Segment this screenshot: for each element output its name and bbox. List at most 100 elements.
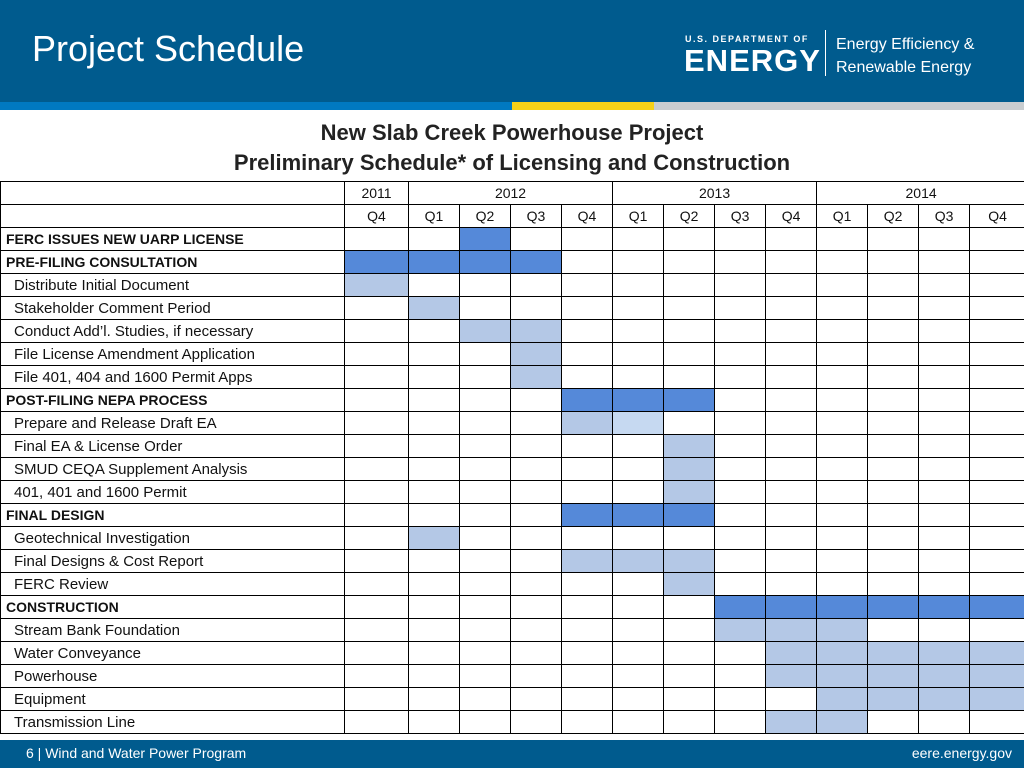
schedule-empty-cell: [765, 273, 818, 297]
schedule-empty-cell: [560, 526, 614, 550]
year-header-cell: 2014: [816, 181, 1024, 205]
schedule-bar-cell: [560, 411, 614, 435]
schedule-bar-cell: [612, 388, 665, 412]
quarter-header-cell: Q3: [918, 204, 971, 228]
schedule-empty-cell: [816, 434, 869, 458]
schedule-bar-cell: [663, 388, 716, 412]
accent-stripe-yellow: [512, 102, 654, 110]
schedule-empty-cell: [408, 687, 460, 711]
schedule-empty-cell: [408, 480, 460, 504]
schedule-empty-cell: [459, 434, 511, 458]
schedule-row: SMUD CEQA Supplement Analysis: [0, 457, 1024, 481]
schedule-bar-cell: [459, 227, 511, 251]
schedule-empty-cell: [663, 319, 716, 343]
schedule-bar-cell: [969, 664, 1024, 688]
schedule-empty-cell: [918, 618, 971, 642]
schedule-row: Conduct Add’l. Studies, if necessary: [0, 319, 1024, 343]
schedule-empty-cell: [663, 227, 716, 251]
schedule-empty-cell: [969, 480, 1024, 504]
schedule-empty-cell: [408, 595, 460, 619]
schedule-empty-cell: [459, 595, 511, 619]
task-label: Geotechnical Investigation: [0, 526, 345, 550]
schedule-empty-cell: [459, 710, 511, 734]
schedule-empty-cell: [344, 365, 409, 389]
schedule-bar-cell: [918, 687, 971, 711]
quarter-header-cell: Q4: [765, 204, 818, 228]
schedule-empty-cell: [459, 618, 511, 642]
schedule-empty-cell: [510, 480, 562, 504]
schedule-row: Distribute Initial Document: [0, 273, 1024, 297]
schedule-bar-cell: [510, 342, 562, 366]
schedule-empty-cell: [867, 503, 920, 527]
schedule-empty-cell: [918, 549, 971, 573]
schedule-empty-cell: [408, 273, 460, 297]
schedule-empty-cell: [612, 572, 665, 596]
schedule-row: POST-FILING NEPA PROCESS: [0, 388, 1024, 412]
schedule-row: File 401, 404 and 1600 Permit Apps: [0, 365, 1024, 389]
schedule-empty-cell: [612, 664, 665, 688]
schedule-empty-cell: [765, 250, 818, 274]
schedule-empty-cell: [765, 411, 818, 435]
schedule-empty-cell: [867, 618, 920, 642]
schedule-empty-cell: [408, 549, 460, 573]
task-label: Stakeholder Comment Period: [0, 296, 345, 320]
schedule-bar-cell: [459, 319, 511, 343]
schedule-empty-cell: [969, 342, 1024, 366]
schedule-bar-cell: [663, 457, 716, 481]
schedule-empty-cell: [867, 227, 920, 251]
task-label: Final Designs & Cost Report: [0, 549, 345, 573]
schedule-empty-cell: [560, 434, 614, 458]
schedule-empty-cell: [344, 664, 409, 688]
schedule-empty-cell: [459, 296, 511, 320]
schedule-empty-cell: [663, 641, 716, 665]
schedule-empty-cell: [408, 572, 460, 596]
schedule-empty-cell: [408, 434, 460, 458]
schedule-row: Final EA & License Order: [0, 434, 1024, 458]
schedule-empty-cell: [510, 388, 562, 412]
schedule-empty-cell: [714, 664, 767, 688]
schedule-empty-cell: [408, 342, 460, 366]
schedule-empty-cell: [765, 526, 818, 550]
schedule-empty-cell: [765, 572, 818, 596]
phase-label: FERC ISSUES NEW UARP LICENSE: [0, 227, 345, 251]
schedule-empty-cell: [459, 365, 511, 389]
schedule-empty-cell: [408, 319, 460, 343]
schedule-empty-cell: [510, 457, 562, 481]
schedule-empty-cell: [344, 434, 409, 458]
schedule-empty-cell: [560, 687, 614, 711]
schedule-bar-cell: [918, 595, 971, 619]
schedule-bar-cell: [663, 572, 716, 596]
schedule-empty-cell: [714, 572, 767, 596]
schedule-empty-cell: [663, 710, 716, 734]
schedule-empty-cell: [969, 411, 1024, 435]
schedule-empty-cell: [969, 250, 1024, 274]
schedule-empty-cell: [918, 526, 971, 550]
schedule-empty-cell: [714, 342, 767, 366]
schedule-empty-cell: [560, 227, 614, 251]
schedule-row: Equipment: [0, 687, 1024, 711]
schedule-empty-cell: [459, 457, 511, 481]
schedule-empty-cell: [344, 342, 409, 366]
schedule-bar-cell: [408, 526, 460, 550]
schedule-empty-cell: [867, 296, 920, 320]
schedule-empty-cell: [969, 365, 1024, 389]
schedule-empty-cell: [816, 503, 869, 527]
schedule-title: New Slab Creek Powerhouse Project: [320, 120, 704, 145]
schedule-empty-cell: [765, 549, 818, 573]
task-label: Stream Bank Foundation: [0, 618, 345, 642]
schedule-empty-cell: [663, 250, 716, 274]
schedule-empty-cell: [459, 342, 511, 366]
schedule-empty-cell: [344, 595, 409, 619]
schedule-empty-cell: [918, 503, 971, 527]
schedule-bar-cell: [560, 388, 614, 412]
schedule-empty-cell: [765, 342, 818, 366]
schedule-empty-cell: [714, 641, 767, 665]
schedule-empty-cell: [867, 388, 920, 412]
schedule-bar-cell: [918, 664, 971, 688]
schedule-empty-cell: [560, 296, 614, 320]
schedule-bar-cell: [969, 687, 1024, 711]
schedule-empty-cell: [663, 342, 716, 366]
schedule-empty-cell: [510, 618, 562, 642]
quarter-header-cell: Q4: [560, 204, 614, 228]
schedule-empty-cell: [510, 687, 562, 711]
